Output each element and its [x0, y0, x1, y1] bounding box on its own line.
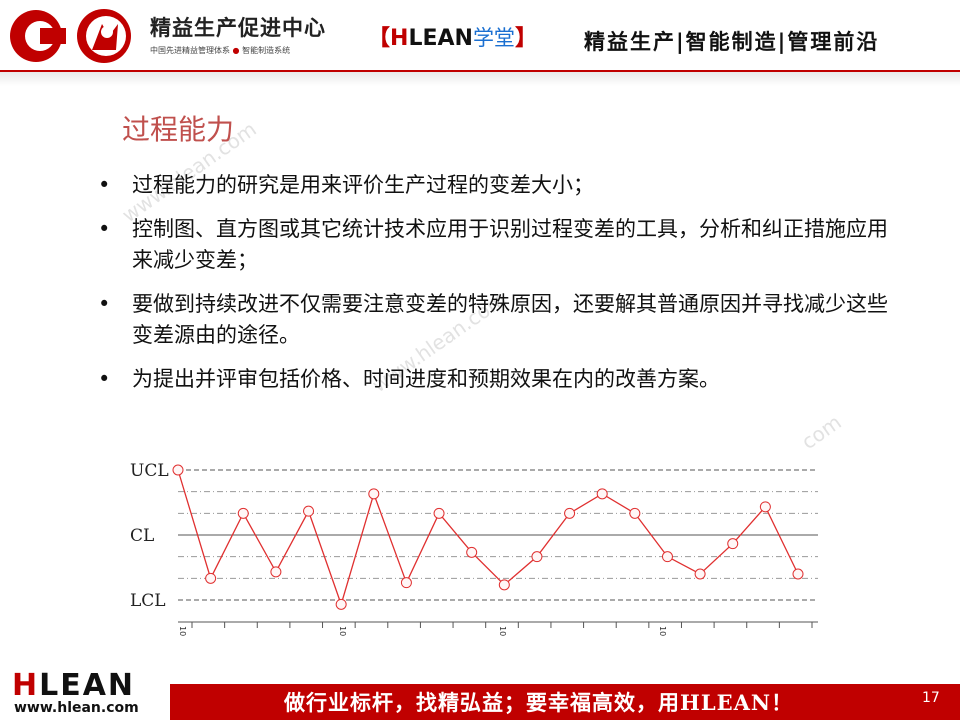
x-tick-label: 10	[178, 626, 187, 636]
bullet-text: 控制图、直方图或其它统计技术应用于识别过程变差的工具，分析和纠正措施应用来减少变…	[132, 217, 888, 272]
bullet-dot-icon: •	[98, 292, 111, 316]
tag-xuetang: 学堂	[472, 26, 515, 50]
x-tick-label: 10	[498, 626, 507, 636]
watermark-3: com	[796, 409, 846, 455]
brand-subtitle: 中国先进精益管理体系 ● 智能制造系统	[150, 45, 326, 56]
footer-logo-h: H	[12, 668, 40, 703]
data-point	[368, 488, 380, 500]
data-point	[270, 566, 282, 578]
company-logo-icon	[10, 9, 131, 63]
footer-slogan: 做行业标杆，找精弘益；要幸福高效，用HLEAN！	[284, 690, 794, 715]
data-point	[237, 507, 249, 519]
bullet-dot-icon: •	[98, 367, 111, 391]
x-tick-label: 10	[338, 626, 347, 636]
data-point	[433, 507, 445, 519]
bullet-text: 过程能力的研究是用来评价生产过程的变差大小；	[132, 173, 594, 197]
brand-title: 精益生产促进中心	[150, 16, 326, 40]
footer-url: www.hlean.com	[14, 700, 139, 716]
data-point	[629, 507, 641, 519]
data-point	[792, 568, 804, 580]
data-point	[335, 598, 347, 610]
slide-header: 精益生产促进中心 中国先进精益管理体系 ● 智能制造系统 【HLEAN学堂】 精…	[0, 0, 960, 86]
tag-bracket-close: 】	[514, 26, 537, 51]
bullet-text: 要做到持续改进不仅需要注意变差的特殊原因，还要解其普通原因并寻找减少这些变差源由…	[132, 292, 888, 347]
bullet-dot-icon: •	[98, 217, 111, 241]
x-tick-label: 10	[658, 626, 667, 636]
header-shadow	[0, 72, 960, 86]
data-point	[759, 501, 771, 513]
data-point	[531, 551, 543, 563]
tag-h: H	[390, 26, 409, 51]
bullet-list: • 过程能力的研究是用来评价生产过程的变差大小； • 控制图、直方图或其它统计技术应…	[94, 170, 894, 408]
brand-subtitle-right: 智能制造系统	[242, 46, 291, 55]
data-point	[172, 464, 184, 476]
limit-label-ucl: UCL	[130, 461, 169, 481]
data-point	[205, 572, 217, 584]
data-point	[400, 577, 412, 589]
brand-subtitle-left: 中国先进精益管理体系	[150, 46, 230, 55]
data-point	[498, 579, 510, 591]
bullet-dot-icon: •	[98, 173, 111, 197]
page-number: 17	[922, 690, 940, 706]
data-point	[303, 505, 315, 517]
header-divider	[0, 70, 960, 72]
data-point	[661, 551, 673, 563]
data-point	[694, 568, 706, 580]
data-point	[466, 546, 478, 558]
separator-dot-icon: ●	[232, 46, 240, 55]
bullet-text: 为提出并评审包括价格、时间进度和预期效果在内的改善方案。	[132, 367, 720, 391]
tag-bracket-open: 【	[368, 26, 391, 51]
header-slogan: 精益生产|智能制造|管理前沿	[584, 30, 880, 54]
bullet-item: • 控制图、直方图或其它统计技术应用于识别过程变差的工具，分析和纠正措施应用来减少…	[94, 214, 894, 276]
footer-logo-lean: LEAN	[39, 668, 136, 703]
data-point	[564, 507, 576, 519]
footer-logo: HLEAN	[12, 668, 135, 703]
tag-lean: LEAN	[408, 26, 473, 51]
footer-bar	[170, 684, 960, 720]
hlean-xuetang-tag: 【HLEAN学堂】	[368, 20, 537, 52]
brand-block: 精益生产促进中心 中国先进精益管理体系 ● 智能制造系统	[150, 12, 326, 56]
bullet-item: • 为提出并评审包括价格、时间进度和预期效果在内的改善方案。	[94, 364, 894, 395]
data-point	[596, 488, 608, 500]
series-line	[177, 469, 799, 607]
bullet-item: • 过程能力的研究是用来评价生产过程的变差大小；	[94, 170, 894, 201]
limit-label-lcl: LCL	[130, 591, 166, 611]
data-point	[727, 538, 739, 550]
bullet-item: • 要做到持续改进不仅需要注意变差的特殊原因，还要解其普通原因并寻找减少这些变差源…	[94, 289, 894, 351]
slide-title: 过程能力	[122, 113, 235, 146]
limit-label-cl: CL	[130, 526, 154, 546]
control-chart: UCL CL LCL 10 10 10 10	[130, 461, 818, 636]
